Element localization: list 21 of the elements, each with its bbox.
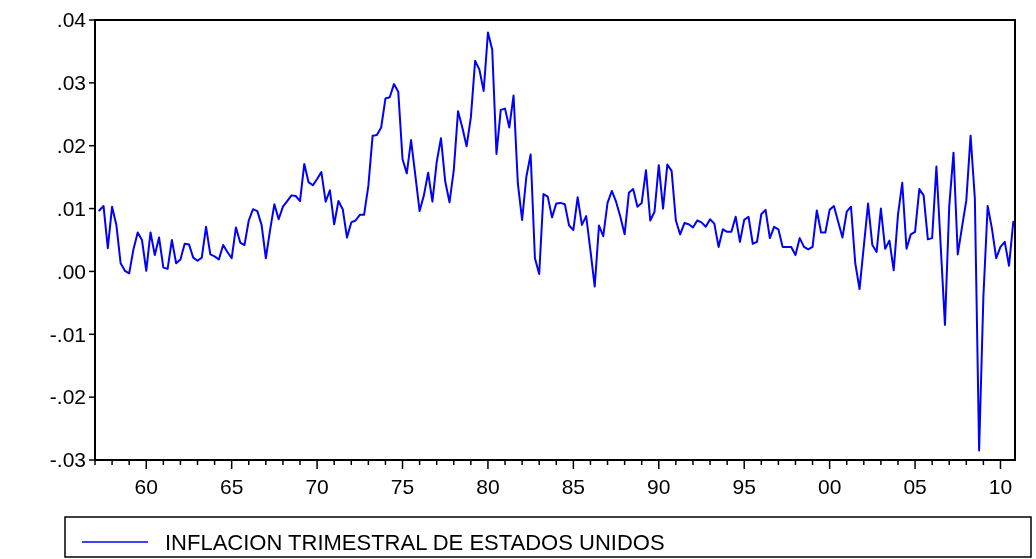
x-tick-label: 05 [903,475,927,498]
y-tick-label: .00 [56,259,86,283]
y-tick-label: -.01 [49,322,86,346]
x-tick-label: 95 [732,475,756,498]
x-tick-label: 90 [647,475,671,498]
x-tick-label: 60 [134,475,158,498]
y-tick-label: .01 [56,196,86,220]
legend-label: INFLACION TRIMESTRAL DE ESTADOS UNIDOS [165,529,665,555]
y-tick-label: .03 [56,71,86,95]
x-tick-label: 10 [988,475,1013,498]
y-tick-label: .02 [56,134,86,158]
line-series [98,31,1015,452]
y-tick-label: -.03 [49,448,86,472]
x-tick-label: 80 [476,475,500,498]
y-tick-label: -.02 [49,385,86,409]
x-tick-label: 70 [305,475,329,498]
x-tick-label: 65 [220,475,244,498]
x-tick-label: 85 [561,475,586,498]
x-tick-label: 00 [817,475,842,498]
x-tick-label: 75 [390,475,415,498]
y-tick-label: .04 [56,8,87,32]
